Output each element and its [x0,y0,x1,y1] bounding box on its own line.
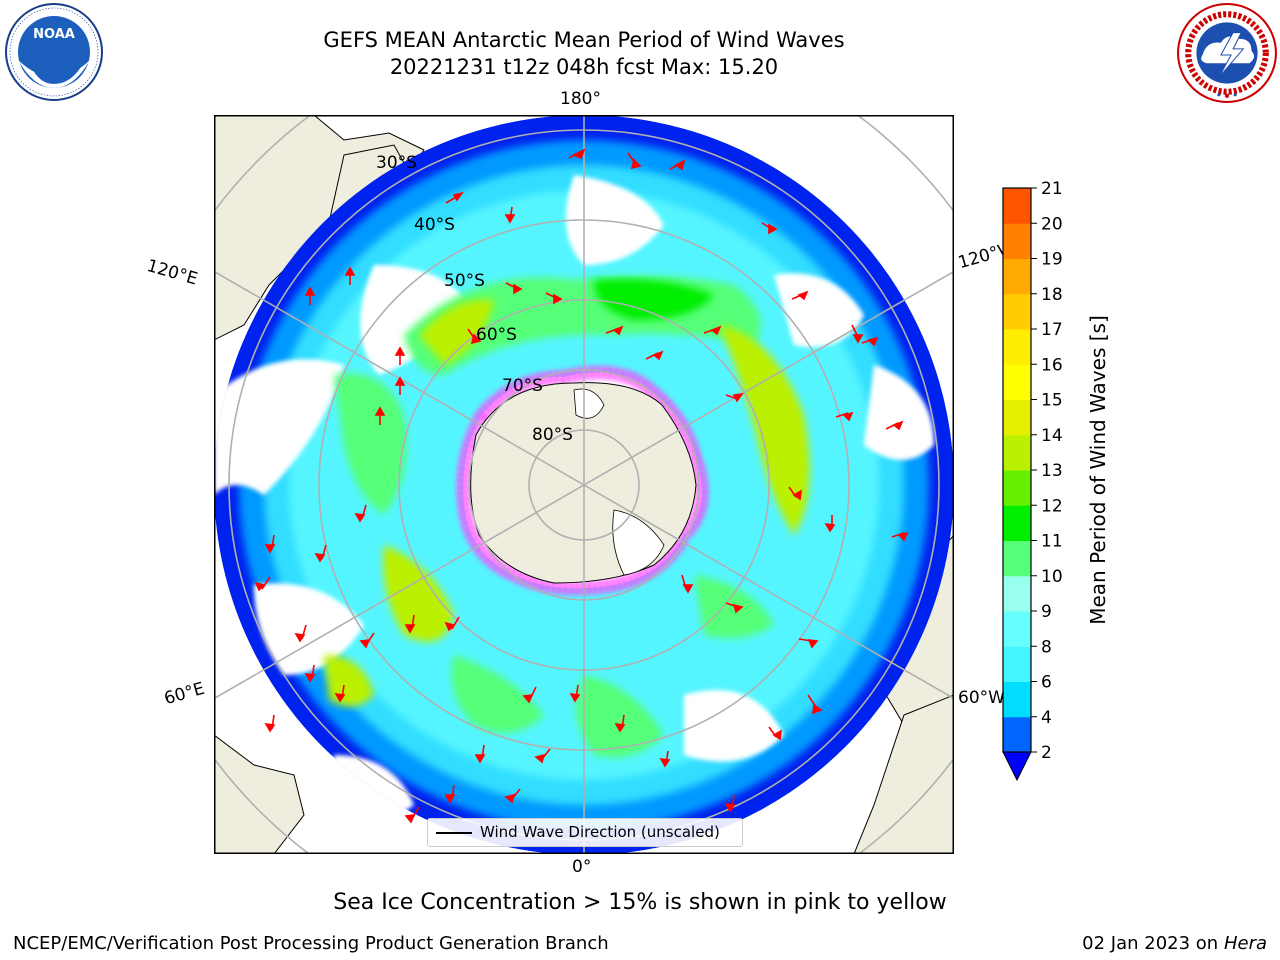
colorbar-tick-label: 10 [1041,567,1063,587]
colorbar-tick-label: 4 [1041,708,1052,728]
colorbar-tick-label: 20 [1041,214,1063,234]
noaa-logo-text: NOAA [33,27,75,42]
credit-date: 02 Jan 2023 on [1082,933,1224,954]
colorbar-segment [1003,258,1031,295]
lat-label-50s: 50°S [444,271,485,291]
lat-label-30s: 30°S [376,153,417,173]
colorbar-tick-label: 6 [1041,673,1052,693]
colorbar-tick-label: 2 [1041,743,1052,763]
colorbar-tick-label: 11 [1041,532,1063,552]
polar-map: 30°S 40°S 50°S 60°S 70°S 80°S [214,115,954,854]
colorbar-segment [1003,681,1031,718]
colorbar-segment [1003,470,1031,506]
noaa-logo: NOAA [5,3,103,101]
graticule [214,115,954,854]
lat-label-80s: 80°S [532,425,573,445]
colorbar-segment [1003,646,1031,682]
chart-subtitle: 20221231 t12z 048h fcst Max: 15.20 [389,55,779,79]
colorbar-segment [1003,188,1031,224]
colorbar-segment [1003,434,1031,471]
colorbar-tick-label: 8 [1041,637,1052,657]
credit-left: NCEP/EMC/Verification Post Processing Pr… [13,933,609,954]
colorbar-segment [1003,716,1031,753]
colorbar-segment [1003,329,1031,365]
colorbar-segment [1003,223,1031,259]
colorbar-segment [1003,364,1031,400]
wave-direction-arrows [254,148,909,824]
land-south-america-south [853,694,954,854]
legend-line-swatch [436,832,472,834]
colorbar-tick-label: 16 [1041,355,1063,375]
lat-label-40s: 40°S [414,215,455,235]
colorbar-segment [1003,611,1031,647]
legend-label: Wind Wave Direction (unscaled) [480,823,720,841]
colorbar-tick-label: 14 [1041,426,1063,446]
credit-right: 02 Jan 2023 on Hera [1082,933,1267,954]
map-legend: Wind Wave Direction (unscaled) [427,818,743,847]
colorbar-tick-label: 15 [1041,391,1063,411]
colorbar-segment [1003,293,1031,330]
colorbar-tick-label: 21 [1041,180,1063,199]
lon-label-60w: 60°W [958,688,1005,708]
colorbar-segment [1003,540,1031,577]
colorbar-label: Mean Period of Wind Waves [s] [1086,315,1110,625]
colorbar-segment [1003,575,1031,612]
sea-ice-note: Sea Ice Concentration > 15% is shown in … [333,890,947,915]
colorbar-tick-label: 19 [1041,250,1063,270]
colorbar-tick-label: 9 [1041,602,1052,622]
chart-title: GEFS MEAN Antarctic Mean Period of Wind … [323,28,845,52]
nws-logo [1177,3,1277,103]
lon-label-180: 180° [560,89,601,109]
colorbar-tick-label: 18 [1041,285,1063,305]
colorbar-tick-label: 12 [1041,496,1063,516]
lat-label-70s: 70°S [502,376,543,396]
land-africa [214,734,305,854]
colorbar-segment [1003,399,1031,436]
colorbar-tick-label: 13 [1041,461,1063,481]
colorbar-tick-label: 17 [1041,320,1063,340]
credit-host: Hera [1223,933,1267,954]
lat-label-60s: 60°S [476,325,517,345]
lon-label-0: 0° [572,857,592,877]
colorbar-segment [1003,505,1031,541]
colorbar: 2 4 6 8 9 10 11 12 13 14 15 16 17 18 19 20 21 [1002,180,1063,782]
colorbar-under-extension [1002,751,1032,782]
lon-label-60e: 60°E [162,678,207,710]
lon-label-120e: 120°E [144,256,200,290]
